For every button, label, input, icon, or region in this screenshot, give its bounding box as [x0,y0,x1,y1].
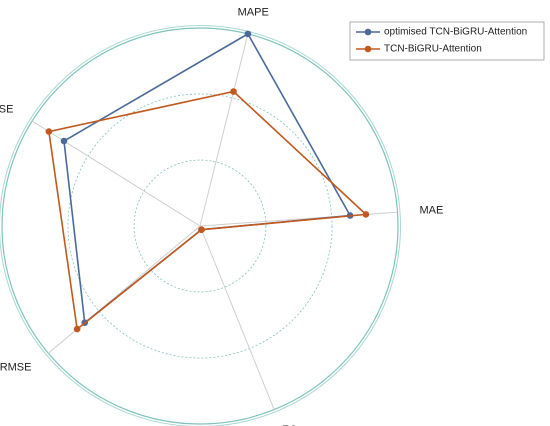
axis-label: MAPE [238,6,269,18]
axis-label: R2 [282,424,296,426]
grid-ring [67,93,333,359]
axis-label: MAE [419,205,443,217]
axis-line [199,225,275,410]
legend-box [349,21,545,61]
data-point [230,88,237,95]
legend-label: optimised TCN-BiGRU-Attention [384,27,527,38]
axis-label: MSE [0,103,13,115]
grid-ring [1,27,399,425]
grid-ring [133,159,267,293]
legend: optimised TCN-BiGRU-Attention TCN-BiGRU-A… [349,21,545,61]
axis-line [48,225,201,354]
legend-marker [364,45,372,53]
axis-line [199,33,249,227]
data-point [244,30,252,38]
legend-label: TCN-BiGRU-Attention [384,44,482,55]
legend-marker [364,28,372,36]
data-point [362,211,370,218]
data-point [73,325,81,333]
series-outline [63,32,352,325]
series-outline [47,90,368,331]
grid-ring-outline [0,25,401,426]
data-point [198,226,205,233]
axis-label: RMSE [0,361,31,373]
axis-line [31,120,201,227]
data-point [45,128,53,135]
data-point [60,137,68,145]
